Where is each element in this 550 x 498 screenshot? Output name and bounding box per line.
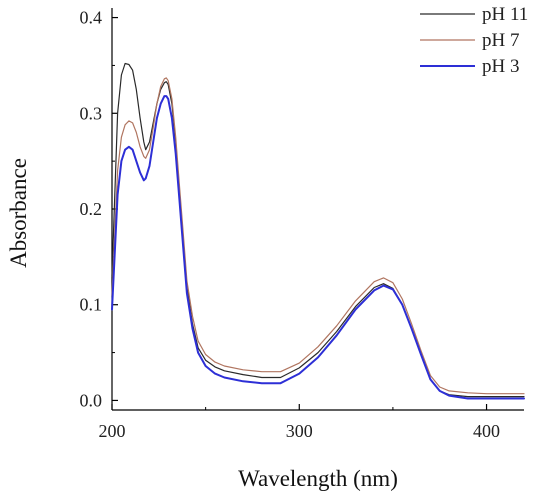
y-tick-label: 0.0 (80, 390, 103, 410)
x-tick-label: 400 (473, 421, 500, 441)
series-group (111, 62, 525, 400)
legend-label-ph-3: pH 3 (482, 56, 519, 77)
y-tick-label: 0.4 (80, 8, 103, 28)
legend-label-ph-7: pH 7 (482, 30, 519, 51)
axis-ticks: 0.0 0.1 0.2 0.3 0.4 200 300 400 (80, 8, 501, 441)
y-tick-label: 0.2 (80, 199, 103, 219)
x-tick-label: 200 (99, 421, 126, 441)
plot-area: 0.0 0.1 0.2 0.3 0.4 200 300 400 (80, 8, 525, 441)
y-tick-label: 0.3 (80, 103, 103, 123)
x-tick-label: 300 (286, 421, 313, 441)
legend-label-ph-11: pH 11 (482, 4, 528, 25)
x-axis-title: Wavelength (nm) (238, 466, 398, 491)
series-line-ph-7 (111, 77, 525, 395)
legend: pH 11 pH 7 pH 3 (420, 4, 528, 77)
y-axis-title: Absorbance (6, 158, 31, 268)
series-line-ph-3 (111, 95, 525, 400)
y-tick-label: 0.1 (80, 295, 103, 315)
